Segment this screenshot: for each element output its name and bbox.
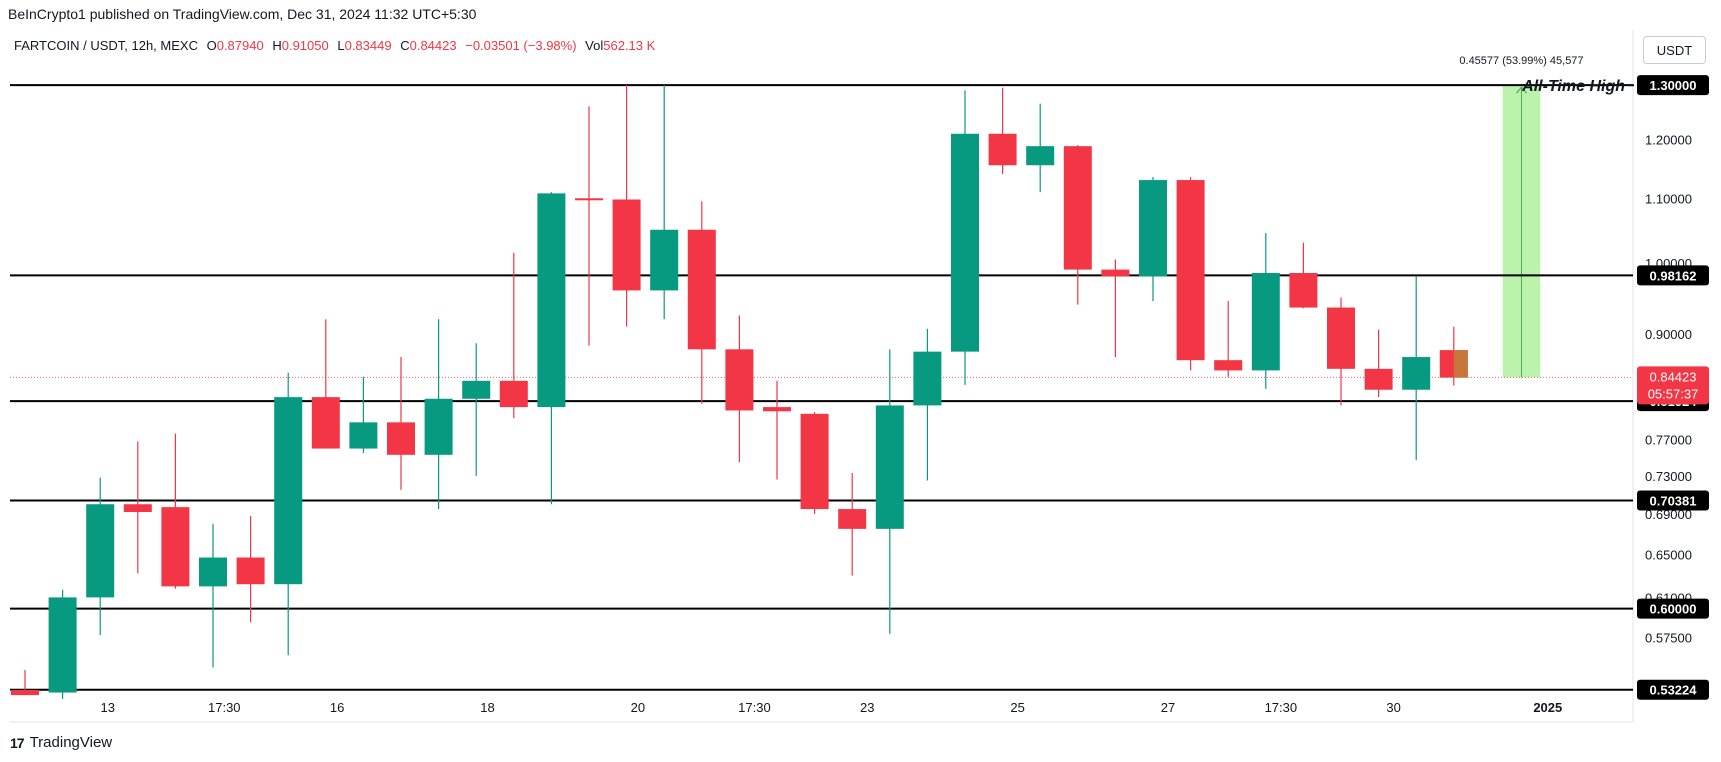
candle-body <box>236 557 265 585</box>
ohlc-legend: FARTCOIN / USDT, 12h, MEXC O0.87940 H0.9… <box>14 38 655 53</box>
low-label: L <box>337 38 345 53</box>
symbol-info[interactable]: FARTCOIN / USDT, 12h, MEXC <box>14 38 198 53</box>
candle-body <box>988 133 1017 166</box>
candle-body <box>612 199 641 291</box>
last-price-badge <box>1637 366 1709 405</box>
x-tick-label: 17:30 <box>208 700 241 715</box>
y-tick-label: 0.57500 <box>1645 630 1692 645</box>
candle-body <box>913 351 942 406</box>
candle-body <box>1101 269 1130 277</box>
candle-body <box>800 413 829 510</box>
high-value: 0.91050 <box>281 38 329 53</box>
measure-arrowhead <box>1516 86 1527 94</box>
level-price-badge <box>1637 490 1709 511</box>
volume-label: Vol <box>585 38 604 53</box>
x-tick-label: 17:30 <box>1265 700 1298 715</box>
close-label: C <box>400 38 410 53</box>
candle-body <box>575 198 603 201</box>
x-tick-label: 16 <box>330 700 344 715</box>
candle-body <box>462 380 491 399</box>
x-tick-label: 2025 <box>1533 700 1562 715</box>
measure-label: 0.45577 (53.99%) 45,577 <box>1459 55 1583 67</box>
candle-body <box>875 405 904 529</box>
candle-body <box>838 509 867 529</box>
candle-body <box>424 398 453 455</box>
level-price-badge <box>1637 265 1709 286</box>
x-tick-label: 17:30 <box>738 700 771 715</box>
candle-body <box>1364 368 1393 390</box>
candle-body <box>199 557 227 587</box>
publisher-line: BeInCrypto1 published on TradingView.com… <box>8 6 477 22</box>
low-value: 0.83449 <box>344 38 392 53</box>
tradingview-logo-icon: 17 <box>10 734 25 751</box>
y-tick-label: 0.73000 <box>1645 469 1692 484</box>
level-price-badge <box>1637 598 1709 619</box>
candle-body <box>1453 350 1468 378</box>
candle-body <box>161 507 190 587</box>
level-price-label: 1.30000 <box>1650 78 1697 93</box>
close-value: 0.84423 <box>409 38 457 53</box>
level-price-label: 0.60000 <box>1650 602 1697 617</box>
x-tick-label: 20 <box>631 700 645 715</box>
candle-body <box>1063 146 1092 270</box>
candle-body <box>1402 357 1431 390</box>
y-tick-label: 1.20000 <box>1645 132 1692 147</box>
level-price-badge <box>1637 679 1709 700</box>
candle-body <box>537 193 566 408</box>
y-tick-label: 0.69000 <box>1645 507 1692 522</box>
candle-body <box>650 229 679 291</box>
candle-body <box>311 397 340 449</box>
x-tick-label: 27 <box>1161 700 1175 715</box>
open-label: O <box>206 38 217 53</box>
x-tick-label: 25 <box>1010 700 1024 715</box>
countdown-label: 05:57:37 <box>1648 386 1699 401</box>
candle-body <box>349 422 378 449</box>
candle-body <box>951 133 979 352</box>
all-time-high-annotation: All-Time High <box>1521 78 1625 95</box>
x-tick-label: 13 <box>100 700 114 715</box>
x-tick-label: 23 <box>860 700 874 715</box>
brand-name: TradingView <box>29 734 113 751</box>
last-price-label: 0.84423 <box>1650 369 1697 384</box>
open-value: 0.87940 <box>216 38 264 53</box>
candle-body <box>387 422 415 455</box>
currency-button[interactable]: USDT <box>1643 36 1706 64</box>
candle-body <box>763 407 791 412</box>
y-tick-label: 0.77000 <box>1645 433 1692 448</box>
candle-body <box>123 504 152 513</box>
y-tick-label: 0.65000 <box>1645 547 1692 562</box>
candle-body <box>1139 180 1167 277</box>
candle-body <box>48 597 77 693</box>
level-price-label: 0.70381 <box>1650 494 1697 509</box>
candle-body <box>1214 360 1243 371</box>
x-tick-label: 30 <box>1386 700 1400 715</box>
candle-body <box>11 690 39 696</box>
candle-body <box>499 380 528 408</box>
candle-body <box>1176 180 1205 361</box>
x-tick-label: 18 <box>480 700 494 715</box>
level-price-badge <box>1637 75 1709 96</box>
y-tick-label: 1.10000 <box>1645 191 1692 206</box>
level-price-label: 0.53224 <box>1650 683 1698 698</box>
volume-value: 562.13 K <box>603 38 656 53</box>
candle-body <box>1327 307 1355 369</box>
candle-body <box>1289 273 1318 308</box>
candle-body <box>725 349 754 411</box>
candle-body <box>86 504 115 598</box>
level-price-label: 0.98162 <box>1650 268 1697 283</box>
candle-body <box>1251 273 1280 371</box>
change-value: −0.03501 (−3.98%) <box>465 38 577 53</box>
candle-body <box>274 397 303 585</box>
tradingview-brand: 17 TradingView <box>10 734 112 751</box>
high-label: H <box>272 38 282 53</box>
candle-body <box>1026 146 1055 166</box>
y-tick-label: 0.90000 <box>1645 327 1692 342</box>
candle-body <box>687 229 716 350</box>
